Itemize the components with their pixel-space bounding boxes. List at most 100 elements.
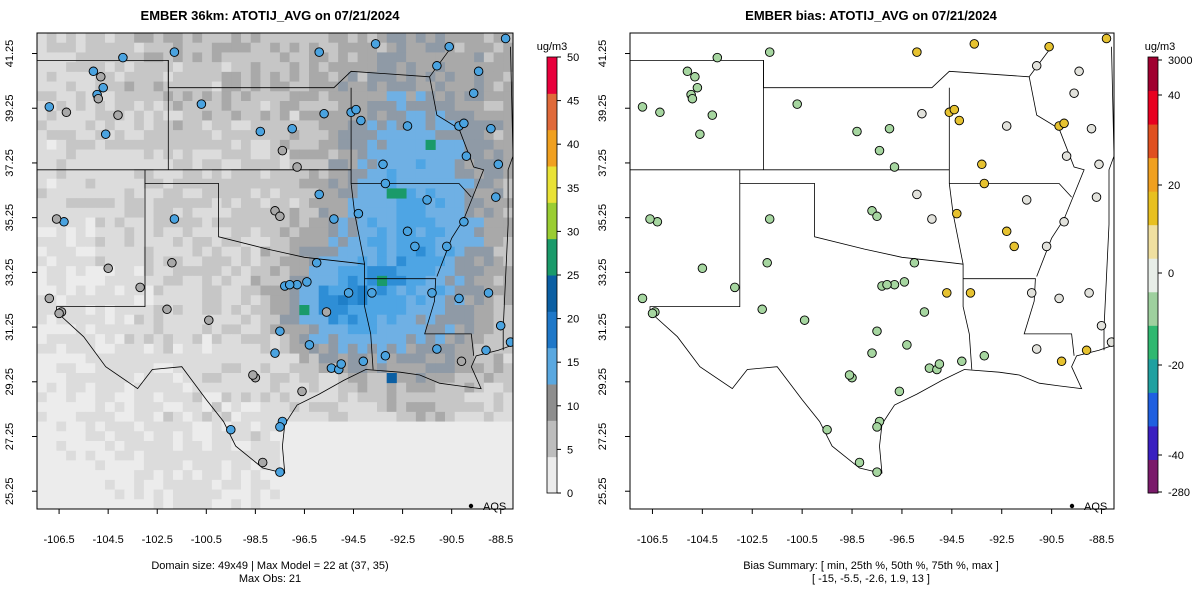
colorbar-tick-label: 25 (567, 270, 579, 282)
grid-cell (396, 227, 407, 238)
aqs-site-marker (1054, 293, 1064, 304)
grid-cell (182, 217, 193, 228)
grid-cell (386, 421, 397, 432)
grid-cell (124, 314, 135, 325)
grid-cell (221, 246, 232, 257)
x-tick-label: -88.5 (488, 534, 513, 546)
grid-cell (124, 207, 135, 218)
grid-cell (250, 499, 261, 509)
grid-cell (231, 392, 242, 403)
grid-cell (182, 499, 193, 509)
grid-cell (318, 314, 329, 325)
grid-cell (425, 489, 436, 500)
aqs-site-marker (44, 102, 55, 112)
grid-cell (377, 450, 388, 461)
grid-cell (56, 373, 67, 384)
grid-cell (347, 227, 358, 238)
grid-cell (241, 217, 252, 228)
grid-cell (66, 470, 77, 481)
grid-cell (377, 382, 388, 393)
grid-cell (493, 237, 504, 248)
grid-cell (37, 382, 48, 393)
aqs-site-marker (1074, 66, 1084, 77)
grid-cell (299, 159, 310, 170)
aqs-site-marker (96, 72, 106, 82)
grid-cell (415, 266, 426, 277)
aqs-site-marker (370, 39, 381, 49)
grid-cell (202, 120, 213, 131)
grid-cell (231, 246, 242, 257)
grid-cell (357, 295, 368, 306)
grid-cell (377, 295, 388, 306)
grid-cell (474, 489, 485, 500)
grid-cell (95, 159, 106, 170)
y-tick-label: 35.25 (597, 204, 609, 232)
grid-cell (221, 441, 232, 452)
grid-cell (464, 188, 475, 199)
grid-cell (134, 33, 145, 44)
grid-cell (318, 382, 329, 393)
grid-cell (289, 42, 300, 53)
grid-cell (464, 499, 475, 509)
aqs-site-marker (1001, 226, 1012, 237)
grid-cell (66, 431, 77, 442)
grid-cell (367, 382, 378, 393)
grid-cell (483, 295, 494, 306)
aqs-site-marker (757, 304, 767, 315)
grid-cell (270, 285, 281, 296)
grid-cell (328, 169, 339, 180)
grid-cell (445, 373, 456, 384)
grid-cell (75, 363, 86, 374)
grid-cell (85, 33, 96, 44)
grid-cell (299, 130, 310, 141)
grid-cell (386, 479, 397, 490)
grid-cell (493, 178, 504, 189)
grid-cell (182, 52, 193, 63)
colorbar-frame (1147, 56, 1159, 494)
grid-cell (46, 343, 57, 354)
grid-cell (211, 305, 222, 316)
grid-cell (338, 411, 349, 422)
grid-cell (299, 266, 310, 277)
grid-cell (270, 198, 281, 209)
grid-cell (124, 441, 135, 452)
grid-cell (415, 489, 426, 500)
grid-cell (425, 81, 436, 92)
grid-cell (357, 227, 368, 238)
grid-cell (124, 285, 135, 296)
grid-cell (386, 363, 397, 374)
grid-cell (270, 91, 281, 102)
grid-cell (250, 120, 261, 131)
grid-cell (493, 62, 504, 73)
grid-cell (260, 246, 271, 257)
grid-cell (357, 237, 368, 248)
grid-cell (464, 305, 475, 316)
grid-cell (347, 130, 358, 141)
grid-cell (377, 227, 388, 238)
grid-cell (66, 207, 77, 218)
grid-cell (445, 411, 456, 422)
aqs-site-marker (872, 326, 882, 336)
grid-cell (377, 470, 388, 481)
aqs-site-marker (51, 214, 62, 224)
grid-cell (192, 62, 203, 73)
grid-cell (309, 266, 320, 277)
grid-cell (211, 217, 222, 228)
grid-cell (493, 71, 504, 82)
grid-cell (454, 101, 465, 112)
x-tick-label: -102.5 (737, 534, 768, 546)
grid-cell (445, 382, 456, 393)
aqs-site-marker (682, 66, 693, 77)
grid-cell (415, 227, 426, 238)
grid-cell (338, 62, 349, 73)
grid-cell (173, 450, 184, 461)
grid-cell (464, 460, 475, 471)
grid-cell (143, 101, 154, 112)
grid-cell (309, 91, 320, 102)
grid-cell (221, 285, 232, 296)
grid-cell (85, 431, 96, 442)
grid-cell (182, 421, 193, 432)
grid-cell (46, 392, 57, 403)
grid-cell (134, 52, 145, 63)
grid-cell-hot (425, 139, 436, 150)
